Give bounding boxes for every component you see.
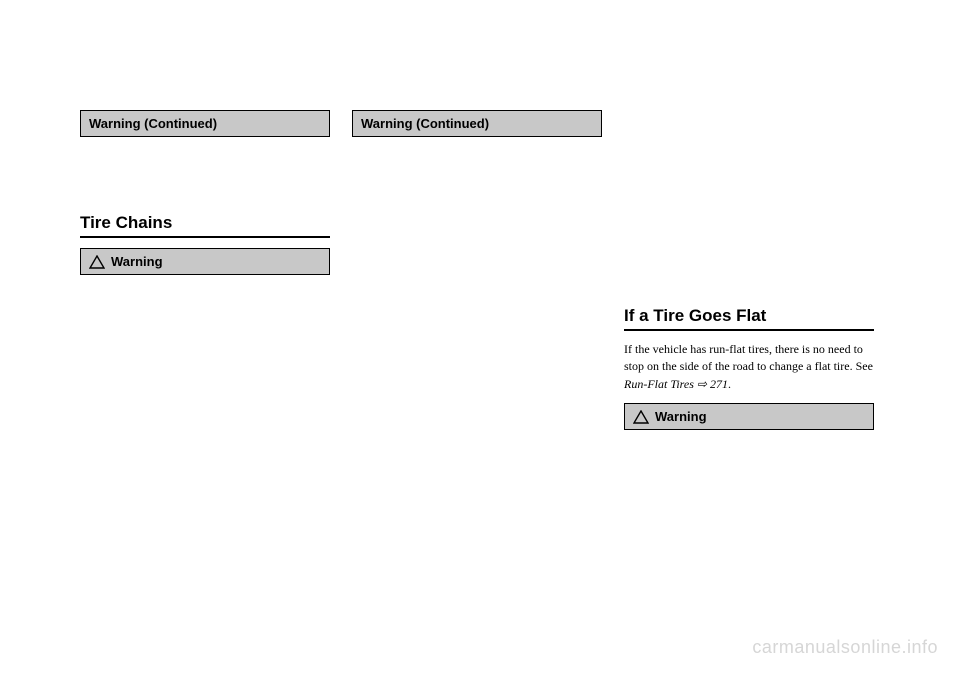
flat-body-text-2: . <box>728 377 731 391</box>
warning-label: Warning <box>111 254 163 269</box>
column-1: Warning (Continued) Tire Chains Warning <box>80 110 330 430</box>
flat-tire-body: If the vehicle has run-flat tires, there… <box>624 341 874 393</box>
flat-body-text-1: If the vehicle has run-flat tires, there… <box>624 342 873 373</box>
warning-continued-label: Warning (Continued) <box>361 116 489 131</box>
spacer <box>624 110 874 288</box>
faded-text <box>80 147 330 195</box>
tire-chains-heading: Tire Chains <box>80 213 330 238</box>
watermark-text: carmanualsonline.info <box>752 637 938 658</box>
column-3: If a Tire Goes Flat If the vehicle has r… <box>624 110 874 430</box>
warning-box: Warning <box>624 403 874 430</box>
flat-body-ref: Run-Flat Tires ⇨ 271 <box>624 377 728 391</box>
warning-triangle-icon <box>89 255 105 269</box>
warning-box: Warning <box>80 248 330 275</box>
warning-continued-box: Warning (Continued) <box>352 110 602 137</box>
warning-triangle-icon <box>633 410 649 424</box>
flat-tire-heading: If a Tire Goes Flat <box>624 306 874 331</box>
page-columns: Warning (Continued) Tire Chains Warning … <box>80 110 880 430</box>
warning-continued-box: Warning (Continued) <box>80 110 330 137</box>
column-2: Warning (Continued) <box>352 110 602 430</box>
warning-continued-label: Warning (Continued) <box>89 116 217 131</box>
warning-label: Warning <box>655 409 707 424</box>
